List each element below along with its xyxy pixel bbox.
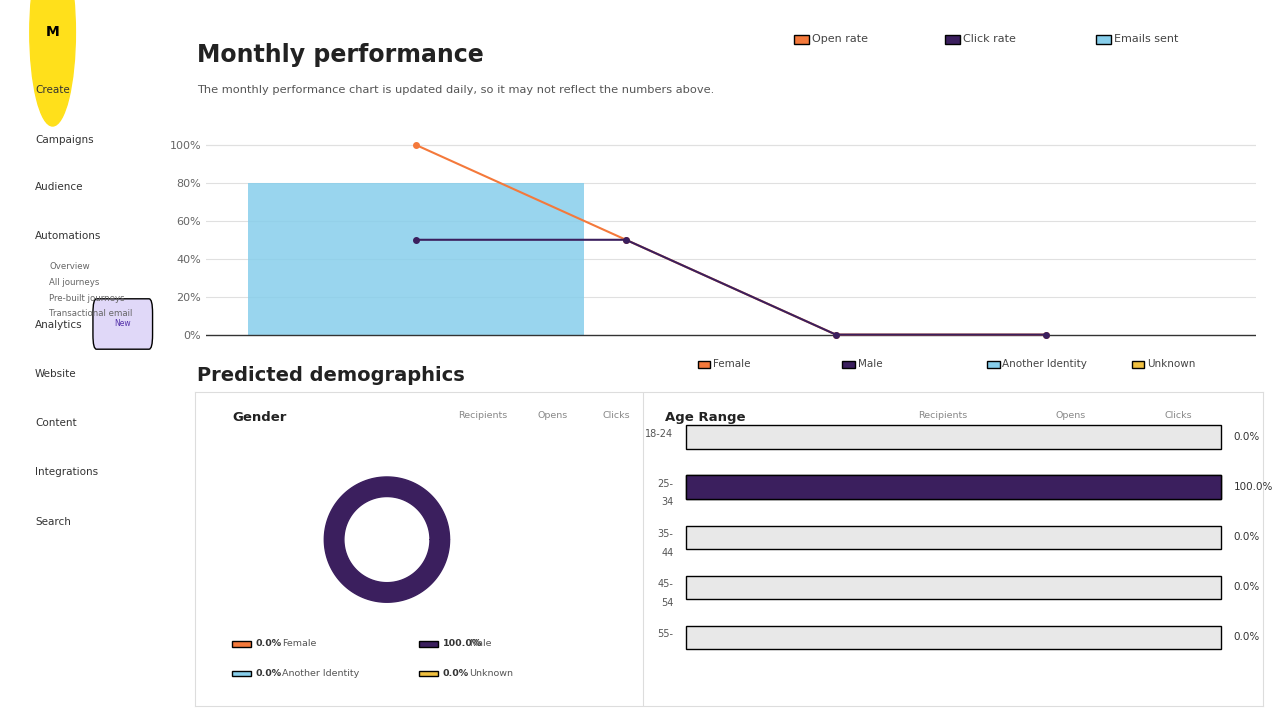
FancyBboxPatch shape xyxy=(232,641,251,647)
Text: Overview: Overview xyxy=(49,262,90,271)
Text: Create: Create xyxy=(35,85,70,95)
Text: Campaigns: Campaigns xyxy=(35,135,93,145)
FancyBboxPatch shape xyxy=(686,526,1221,549)
Text: 0.0%: 0.0% xyxy=(1234,432,1260,442)
Text: 0.0%: 0.0% xyxy=(256,639,282,648)
Text: 44: 44 xyxy=(662,547,673,557)
Text: Female: Female xyxy=(713,359,750,369)
Text: Another Identity: Another Identity xyxy=(1002,359,1087,369)
Text: New: New xyxy=(114,320,131,328)
Text: Unknown: Unknown xyxy=(1147,359,1196,369)
Text: 100.0%: 100.0% xyxy=(1234,482,1272,492)
Text: Age Range: Age Range xyxy=(664,411,745,424)
Text: Recipients: Recipients xyxy=(918,411,968,420)
FancyBboxPatch shape xyxy=(686,626,1221,649)
Text: M: M xyxy=(46,25,59,40)
FancyBboxPatch shape xyxy=(232,671,251,677)
Text: Opens: Opens xyxy=(538,411,568,420)
Text: Unknown: Unknown xyxy=(470,669,513,678)
FancyBboxPatch shape xyxy=(686,475,1221,499)
Text: Pre-built journeys: Pre-built journeys xyxy=(49,294,124,302)
Text: 0.0%: 0.0% xyxy=(1234,532,1260,542)
Text: Another Identity: Another Identity xyxy=(282,669,360,678)
Text: 25-: 25- xyxy=(658,479,673,489)
Text: Emails sent: Emails sent xyxy=(1114,34,1178,44)
Text: Automations: Automations xyxy=(35,231,101,241)
FancyBboxPatch shape xyxy=(419,671,438,677)
Text: The monthly performance chart is updated daily, so it may not reflect the number: The monthly performance chart is updated… xyxy=(197,85,714,95)
Text: Male: Male xyxy=(858,359,882,369)
Bar xyxy=(248,183,584,335)
Text: Search: Search xyxy=(35,517,70,527)
Text: Analytics: Analytics xyxy=(35,320,83,330)
Text: Opens: Opens xyxy=(1056,411,1087,420)
Text: 34: 34 xyxy=(662,498,673,508)
Text: 54: 54 xyxy=(660,598,673,608)
Text: Monthly performance: Monthly performance xyxy=(197,43,484,67)
FancyBboxPatch shape xyxy=(419,641,438,647)
Text: All journeys: All journeys xyxy=(49,278,100,287)
FancyBboxPatch shape xyxy=(686,426,1221,449)
Text: Transactional email: Transactional email xyxy=(49,310,132,318)
Text: 0.0%: 0.0% xyxy=(1234,582,1260,593)
Text: 45-: 45- xyxy=(658,579,673,589)
Text: 0.0%: 0.0% xyxy=(443,669,468,678)
Text: 35-: 35- xyxy=(658,528,673,539)
Text: Gender: Gender xyxy=(232,411,287,424)
FancyBboxPatch shape xyxy=(686,575,1221,599)
Text: 0.0%: 0.0% xyxy=(1234,632,1260,642)
Circle shape xyxy=(29,0,76,126)
Text: Female: Female xyxy=(282,639,316,648)
Text: 55-: 55- xyxy=(658,629,673,639)
Text: Click rate: Click rate xyxy=(963,34,1015,44)
Text: Male: Male xyxy=(470,639,492,648)
Text: Recipients: Recipients xyxy=(458,411,508,420)
Text: Website: Website xyxy=(35,369,77,379)
Polygon shape xyxy=(324,477,449,602)
Text: 100.0%: 100.0% xyxy=(443,639,481,648)
FancyBboxPatch shape xyxy=(686,475,1221,499)
Text: Predicted demographics: Predicted demographics xyxy=(197,366,465,384)
Text: Open rate: Open rate xyxy=(812,34,868,44)
Text: 0.0%: 0.0% xyxy=(256,669,282,678)
FancyBboxPatch shape xyxy=(93,299,152,349)
Text: Clicks: Clicks xyxy=(1164,411,1192,420)
Text: Clicks: Clicks xyxy=(603,411,631,420)
Text: Content: Content xyxy=(35,418,77,428)
Text: Integrations: Integrations xyxy=(35,467,99,477)
Text: Audience: Audience xyxy=(35,182,83,192)
Text: 18-24: 18-24 xyxy=(645,428,673,438)
